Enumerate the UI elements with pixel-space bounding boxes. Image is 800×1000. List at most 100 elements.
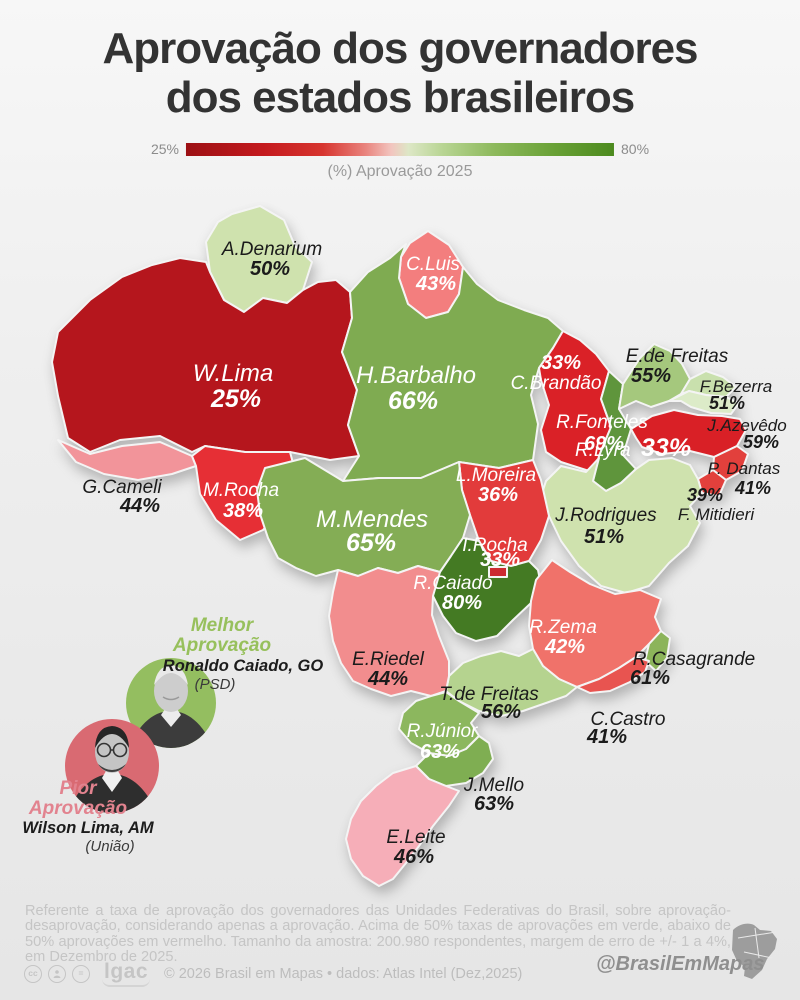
state-PE-shape (630, 409, 747, 458)
worst-approval-tag: Pior Aprovação (18, 779, 138, 819)
state-TO-pct-label: 36% (478, 484, 518, 506)
state-RN-gov-label: F.Bezerra (700, 377, 772, 396)
state-AC-shape (57, 439, 197, 481)
best-governor-party: (PSD) (194, 676, 236, 693)
state-AP-gov-label: C.Luis (406, 254, 460, 275)
state-PE-gov-label: R.Lyra (575, 440, 631, 461)
state-SP-gov-label: T.de Freitas (439, 684, 539, 705)
state-RN-pct-label: 51% (709, 393, 745, 413)
best-tag-line2: Aprovação (172, 634, 272, 656)
color-scale-legend: 25% 80% (151, 141, 649, 157)
state-SE-gov-label: F. Mitidieri (678, 505, 755, 524)
state-MT-gov-label: M.Mendes (316, 506, 428, 533)
state-BA-pct-label: 51% (584, 526, 624, 548)
state-MA-pct-label: 33% (541, 352, 581, 374)
state-AP-pct-label: 43% (415, 273, 456, 295)
state-MG-gov-label: R.Zema (529, 617, 597, 638)
state-MS-pct-label: 44% (367, 668, 408, 690)
best-tag-line1: Melhor (190, 615, 254, 636)
brasil-mini-map-icon (732, 923, 777, 979)
state-RJ-gov-label: C.Castro (591, 709, 666, 730)
state-CE-pct-label: 55% (631, 365, 671, 387)
state-PI-gov-label: R.Fonteles (556, 412, 648, 433)
state-AC-pct-label: 44% (119, 495, 160, 517)
state-DF-gov-label: I.Rocha (462, 535, 527, 556)
state-PE-label: R.Lyra 33% (575, 434, 691, 462)
state-TO-gov-label: L.Moreira (456, 465, 536, 486)
state-DF-shape (488, 566, 508, 578)
state-SC-shape (415, 735, 494, 787)
state-MA-gov-label: C.Brandão (511, 373, 602, 394)
state-AM-pct-label: 25% (210, 385, 261, 413)
state-ES-gov-label: R.Casagrande (633, 649, 756, 670)
credits-row: cc = lgac © 2026 Brasil em Mapas • dados… (24, 960, 522, 987)
worst-governor-photo (65, 719, 159, 813)
legend-max-label: 80% (621, 141, 650, 157)
state-DF-pct-label: 33% (480, 549, 520, 571)
state-AC-gov-label: G.Cameli (82, 477, 162, 498)
social-handle: @BrasilEmMapas (596, 953, 765, 975)
state-RS-gov-label: E.Leite (386, 827, 445, 848)
state-PR-pct-label: 63% (420, 741, 460, 763)
state-BA-shape (540, 457, 703, 594)
cc-attribution-icon (48, 964, 66, 983)
best-approval-tag: Melhor Aprovação (172, 616, 272, 656)
state-SC-pct-label: 63% (474, 793, 514, 815)
lgac-logo: lgac (102, 960, 151, 987)
state-CE-gov-label: E.de Freitas (626, 346, 729, 367)
state-SP-pct-label: 56% (481, 701, 521, 723)
state-AL-pct-label: 41% (734, 478, 771, 498)
state-RR-gov-label: A.Denarium (221, 239, 322, 260)
state-labels-layer: A.Denarium 50% C.Luis 43% W.Lima 25% H.B… (82, 239, 786, 868)
state-PR-gov-label: R.Júnior (407, 721, 478, 742)
state-AM-gov-label: W.Lima (193, 360, 273, 387)
cc-license-icon: cc (24, 964, 42, 983)
person-icon (53, 969, 61, 978)
best-governor-name: Ronaldo Caiado, GO (162, 657, 324, 675)
state-ES-pct-label: 61% (630, 667, 670, 689)
copyright-text: © 2026 Brasil em Mapas • dados: Atlas In… (164, 965, 523, 982)
cc-nd-icon: = (72, 964, 90, 983)
worst-governor-party: (União) (85, 838, 135, 855)
legend-gradient-bar (186, 142, 614, 156)
state-MA-shape (538, 330, 612, 472)
state-PA-gov-label: H.Barbalho (356, 362, 476, 389)
state-RO-pct-label: 38% (223, 500, 263, 522)
state-AL-gov-label: P. Dantas (708, 459, 781, 478)
state-MT-pct-label: 65% (346, 529, 396, 557)
state-RS-pct-label: 46% (393, 846, 434, 868)
state-GO-pct-label: 80% (442, 592, 482, 614)
worst-tag-line2: Aprovação (28, 797, 128, 819)
state-MG-pct-label: 42% (544, 636, 585, 658)
state-AM-shape (51, 257, 360, 461)
legend-min-label: 25% (150, 141, 179, 157)
state-MS-shape (328, 565, 450, 697)
page-title: Aprovação dos governadores dos estados b… (102, 24, 698, 123)
state-PI-pct-label: 69% (584, 433, 624, 455)
states-layer (51, 205, 749, 887)
state-SE-shape (697, 469, 727, 497)
state-PB-shape (668, 390, 740, 415)
best-governor-photo (126, 658, 216, 748)
best-portrait (126, 665, 216, 748)
state-BA-gov-label: J.Rodrigues (554, 505, 657, 526)
worst-governor-name: Wilson Lima, AM (22, 819, 154, 837)
legend-caption: (%) Aprovação 2025 (327, 163, 473, 180)
state-RS-shape (345, 765, 460, 887)
state-PE-pct-label: 33% (641, 434, 691, 462)
state-PA-pct-label: 66% (388, 387, 438, 415)
state-RJ-pct-label: 41% (586, 726, 627, 748)
state-PB-gov-label: J.Azevêdo (706, 416, 786, 435)
methodology-note: Referente a taxa de aprovação dos govern… (25, 903, 731, 966)
state-RR-pct-label: 50% (250, 258, 290, 280)
state-GO-gov-label: R.Caiado (413, 573, 492, 594)
state-MS-gov-label: E.Riedel (352, 649, 425, 670)
state-SC-gov-label: J.Mello (463, 775, 524, 796)
state-RO-gov-label: M.Rocha (203, 480, 279, 501)
worst-tag-line1: Pior (59, 778, 97, 799)
state-SE-pct-label: 39% (687, 485, 723, 505)
state-PB-pct-label: 59% (743, 432, 779, 452)
state-RJ-shape (576, 656, 650, 694)
